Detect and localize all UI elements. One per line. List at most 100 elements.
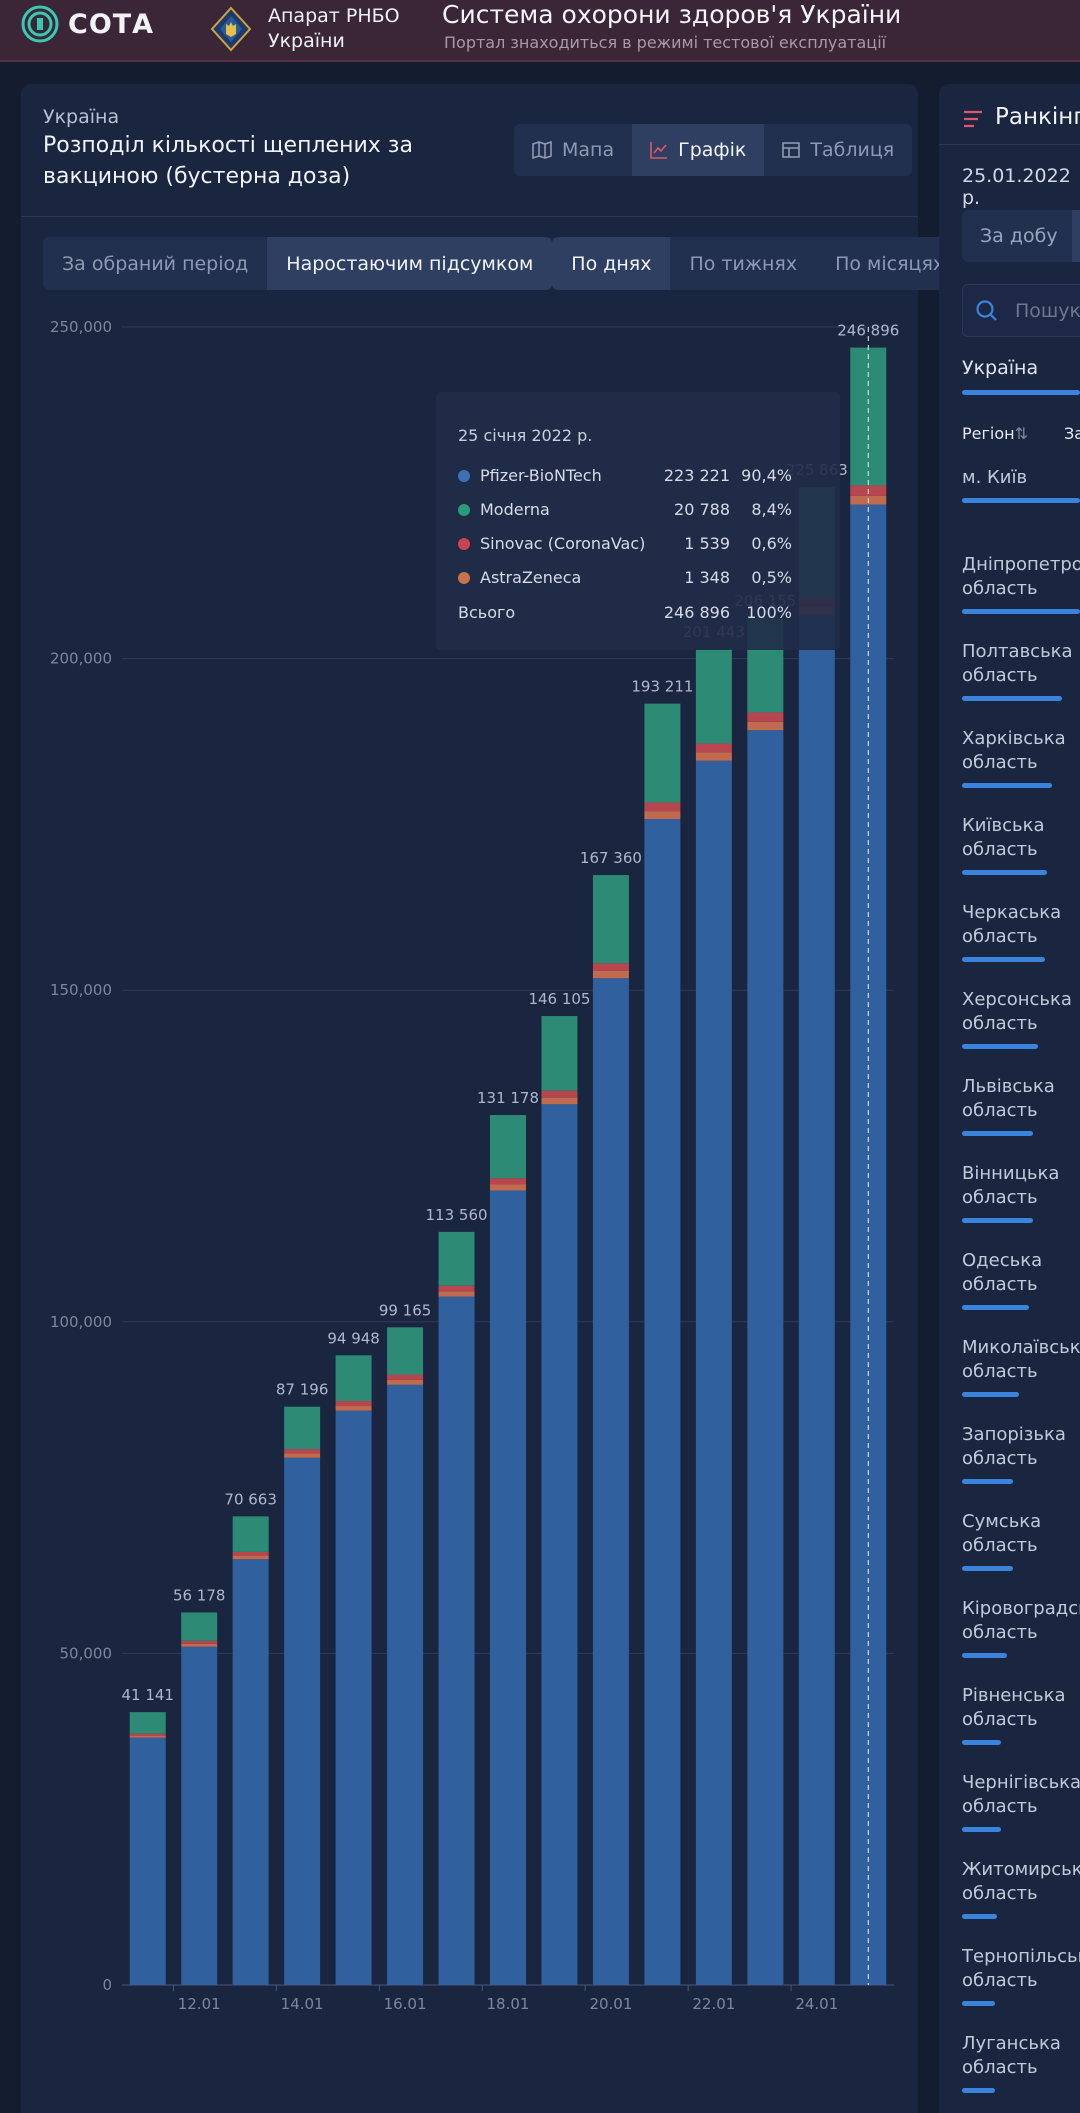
bar-segment — [232, 1555, 269, 1560]
tab-map[interactable]: Мапа — [514, 124, 632, 176]
region-suffix: область — [962, 1796, 1038, 1817]
total-label: 113 560 — [426, 1206, 488, 1224]
total-label: 56 178 — [173, 1586, 226, 1604]
region-item[interactable]: Рівненська область — [962, 1684, 1080, 1732]
region-bar — [962, 870, 1047, 875]
sota-logo-icon — [21, 5, 59, 43]
region-bar — [962, 1131, 1033, 1136]
system-title: Система охорони здоров'я України — [442, 0, 902, 29]
region-item[interactable]: м. Київ — [962, 466, 1080, 490]
per-day-button[interactable]: За добу — [962, 210, 1080, 262]
tab-by-days[interactable]: По днях — [552, 237, 671, 290]
region-name: м. Київ — [962, 467, 1028, 488]
bar-segment — [232, 1516, 269, 1552]
tooltip-percent: 0,6% — [751, 534, 792, 553]
bar-segment — [335, 1401, 372, 1407]
tab-chart[interactable]: Графік — [632, 124, 765, 176]
search-placeholder: Пошук — [1015, 300, 1080, 322]
region-item[interactable]: Чернігівська область — [962, 1771, 1080, 1819]
region-item[interactable]: Херсонська область — [962, 988, 1080, 1036]
bar-segment — [181, 1643, 218, 1647]
bar-segment — [747, 712, 784, 722]
region-name: Сумська — [962, 1511, 1042, 1532]
region-item[interactable]: Черкаська область — [962, 901, 1080, 949]
column-header-second[interactable]: За — [1064, 424, 1080, 443]
tab-cumulative[interactable]: Наростаючим підсумком — [267, 237, 553, 290]
tab-chart-label: Графік — [678, 139, 747, 161]
region-item[interactable]: Вінницька область — [962, 1162, 1080, 1210]
bar-segment — [644, 802, 681, 812]
chart-icon — [650, 142, 668, 159]
region-item[interactable]: Львівська область — [962, 1075, 1080, 1123]
bar-segment — [232, 1559, 269, 1985]
bar-segment — [798, 615, 835, 1986]
region-name: Львівська — [962, 1076, 1055, 1097]
bar-segment — [747, 721, 784, 731]
column-header-region[interactable]: Регіон⇅ — [962, 424, 1028, 443]
region-bar — [962, 1392, 1019, 1397]
tab-by-weeks[interactable]: По тижнях — [689, 252, 798, 275]
region-item[interactable]: Київська область — [962, 814, 1080, 862]
total-label: 94 948 — [327, 1329, 380, 1347]
region-item[interactable]: Харківська область — [962, 727, 1080, 775]
region-item[interactable]: Кіровоградська область — [962, 1597, 1080, 1645]
y-tick-label: 100,000 — [50, 1313, 112, 1331]
y-tick-label: 0 — [102, 1976, 112, 1994]
region-item[interactable]: Тернопільська область — [962, 1945, 1080, 1993]
tooltip-total-label: Всього — [458, 603, 516, 622]
region-item[interactable]: Полтавська область — [962, 640, 1080, 688]
region-item[interactable]: Миколаївська область — [962, 1336, 1080, 1384]
region-item[interactable]: Запорізька область — [962, 1423, 1080, 1471]
tooltip-percent: 0,5% — [751, 568, 792, 587]
region-item[interactable]: Одеська область — [962, 1249, 1080, 1297]
sort-icon: ⇅ — [1014, 424, 1028, 443]
bar-segment — [644, 703, 681, 803]
tab-selected-period[interactable]: За обраний період — [62, 252, 249, 275]
region-bar — [962, 957, 1045, 962]
tooltip-total-row: Всього 246 896 100% — [458, 603, 828, 623]
org-line-2: України — [268, 30, 345, 52]
mode-tabs: За обраний період Наростаючим підсумком … — [43, 237, 964, 290]
region-suffix: область — [962, 1970, 1038, 1991]
bar-segment — [387, 1327, 424, 1375]
tooltip-percent: 90,4% — [741, 466, 792, 485]
country-label[interactable]: Україна — [962, 357, 1039, 379]
sota-logo[interactable]: СОТА — [20, 4, 154, 44]
region-bar — [962, 1479, 1013, 1484]
search-icon — [976, 300, 997, 321]
ranking-title: Ранкінг — [995, 104, 1080, 130]
region-suffix: область — [962, 839, 1038, 860]
region-search-input[interactable]: Пошук — [962, 284, 1080, 337]
per-period-button[interactable] — [1072, 210, 1080, 262]
bar-segment — [181, 1640, 218, 1644]
tooltip-name: Moderna — [480, 500, 550, 519]
top-header: СОТА Апарат РНБО України Система охорони… — [0, 0, 1080, 62]
ranking-panel — [939, 84, 1080, 2113]
region-bar — [962, 2088, 995, 2093]
tab-by-months[interactable]: По місяцях — [835, 252, 945, 275]
region-name: Вінницька — [962, 1163, 1060, 1184]
x-tick-label: 16.01 — [384, 1995, 427, 2013]
bar-segment — [541, 1090, 578, 1098]
x-tick-label: 24.01 — [795, 1995, 838, 2013]
bar-segment — [129, 1737, 166, 1985]
bar-segment — [592, 970, 629, 979]
region-suffix: область — [962, 1535, 1038, 1556]
region-suffix: область — [962, 1100, 1038, 1121]
country-bar — [962, 390, 1080, 395]
bar-segment — [438, 1291, 475, 1297]
region-name: Дніпропетровська — [962, 554, 1080, 575]
region-item[interactable]: Сумська область — [962, 1510, 1080, 1558]
bar-segment — [335, 1406, 372, 1411]
bar-segment — [541, 1097, 578, 1105]
breadcrumb[interactable]: Україна — [43, 106, 120, 128]
region-item[interactable]: Дніпропетровська область — [962, 553, 1080, 601]
column-region-label: Регіон — [962, 424, 1015, 443]
table-icon — [782, 142, 801, 158]
region-name: Луганська — [962, 2033, 1061, 2054]
tooltip-row: AstraZeneca 1 348 0,5% — [458, 568, 828, 588]
rnbo-emblem-icon — [210, 6, 252, 52]
region-item[interactable]: Житомирська область — [962, 1858, 1080, 1906]
tab-table[interactable]: Таблиця — [764, 124, 912, 176]
region-item[interactable]: Луганська область — [962, 2032, 1080, 2080]
